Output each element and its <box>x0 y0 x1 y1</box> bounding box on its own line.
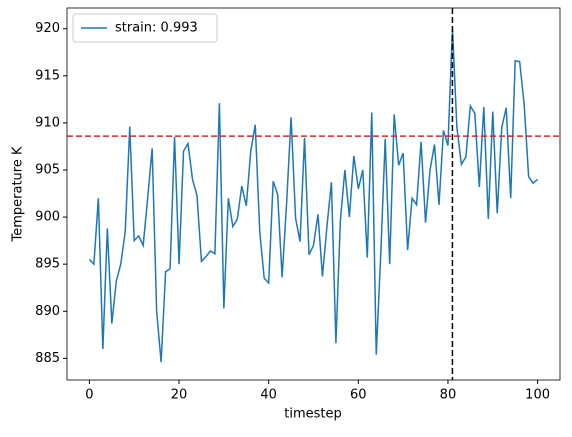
y-tick-label: 895 <box>35 257 60 272</box>
x-tick-label: 80 <box>440 388 457 403</box>
y-tick-label: 905 <box>35 162 60 177</box>
y-tick-label: 900 <box>35 210 60 225</box>
data-line <box>88 28 539 363</box>
legend-label: strain: 0.993 <box>115 21 198 36</box>
x-tick-label: 40 <box>260 388 277 403</box>
y-tick-label: 920 <box>35 21 60 36</box>
x-axis-label: timestep <box>284 407 342 422</box>
x-tick-label: 60 <box>350 388 367 403</box>
x-tick-label: 100 <box>525 388 550 403</box>
y-tick-label: 885 <box>35 351 60 366</box>
x-tick-label: 20 <box>171 388 188 403</box>
y-tick-label: 915 <box>35 68 60 83</box>
y-tick-label: 910 <box>35 115 60 130</box>
x-tick-label: 0 <box>85 388 93 403</box>
y-axis-label: Temperature K <box>11 146 26 242</box>
plot-frame <box>66 7 561 381</box>
y-tick-label: 890 <box>35 304 60 319</box>
legend-box <box>72 13 218 43</box>
